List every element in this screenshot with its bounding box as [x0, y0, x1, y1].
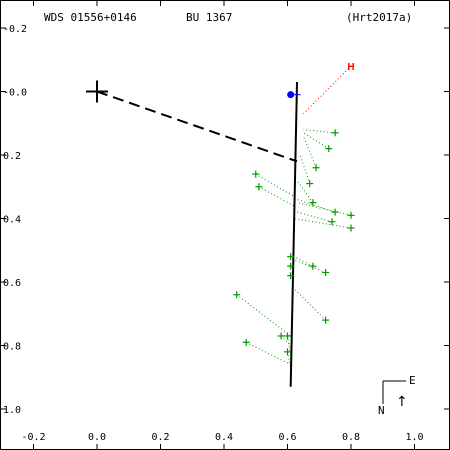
- y-tick-label: -0.2: [3, 24, 27, 35]
- observation-point: [322, 316, 330, 324]
- compass: E N ↑: [378, 374, 416, 417]
- observation-point: [284, 348, 291, 356]
- observation-point: [242, 338, 250, 346]
- current-position-marker: [287, 91, 301, 99]
- observation-point: [331, 208, 339, 216]
- observation-point: [312, 164, 320, 172]
- observation-point: [255, 183, 263, 191]
- line-of-nodes: [96, 90, 298, 163]
- x-tick-label: 0.8: [342, 432, 360, 443]
- x-tick-label: 0.2: [151, 432, 169, 443]
- motion-arrow-icon: ↑: [396, 394, 408, 410]
- compass-north-label: N: [378, 404, 385, 417]
- observation-residual: [255, 173, 295, 197]
- observation-point: [277, 332, 285, 340]
- observation-point: [233, 291, 241, 299]
- hipparcos-residual: [303, 65, 352, 115]
- observation-point: [325, 145, 333, 153]
- observation-residual: [246, 341, 291, 365]
- observation-points: [233, 129, 355, 356]
- orbit-reference: (Hrt2017a): [346, 11, 412, 24]
- observation-point: [287, 272, 295, 280]
- observation-residual: [299, 154, 311, 184]
- x-tick-label: -0.2: [21, 432, 45, 443]
- x-tick-label: 0.6: [278, 432, 296, 443]
- hipparcos-label: H: [347, 62, 354, 73]
- wds-identifier: WDS 01556+0146: [44, 11, 137, 24]
- observation-point: [347, 224, 355, 232]
- observation-residual: [293, 218, 352, 229]
- y-tick-label: 0.6: [3, 278, 21, 289]
- observation-point: [252, 170, 260, 178]
- hipparcos-marker: H: [303, 62, 355, 115]
- observation-point: [347, 211, 355, 219]
- observation-residual: [293, 259, 326, 273]
- observation-residual: [280, 335, 292, 346]
- observation-point: [331, 129, 339, 137]
- observation-residual: [293, 287, 326, 321]
- x-tick-label: 0.4: [215, 432, 233, 443]
- observation-point: [309, 199, 317, 207]
- x-tick-label: 1.0: [405, 432, 423, 443]
- observation-residual: [302, 135, 317, 168]
- tick-labels: -0.2 0.0 0.2 0.4 0.6 0.8 1.0 -0.2 -0.0 0.2 0.4 0.6 0…: [3, 24, 424, 443]
- observation-point: [322, 268, 330, 276]
- observation-residual: [293, 256, 314, 267]
- observation-residual: [236, 294, 291, 337]
- observation-point: [284, 332, 291, 340]
- observation-residual: [296, 211, 333, 223]
- observation-point: [287, 262, 295, 270]
- observation-point: [306, 180, 314, 188]
- x-tick-label: 0.0: [88, 432, 106, 443]
- y-tick-label: 0.2: [3, 151, 21, 162]
- y-tick-label: 1.0: [3, 405, 21, 416]
- y-tick-label: 0.4: [3, 215, 21, 226]
- orbit-path: [289, 81, 299, 387]
- observation-point: [309, 262, 317, 270]
- observation-residual: [303, 132, 330, 150]
- compass-east-label: E: [409, 374, 416, 387]
- observation-residual: [296, 202, 352, 216]
- primary-star-marker: [86, 80, 108, 103]
- discoverer-designation: BU 1367: [186, 11, 232, 24]
- observation-point: [328, 218, 336, 226]
- y-tick-label: -0.0: [3, 88, 27, 99]
- observation-point: [287, 253, 295, 261]
- current-position-dot: [287, 91, 295, 99]
- y-tick-label: 0.8: [3, 342, 21, 353]
